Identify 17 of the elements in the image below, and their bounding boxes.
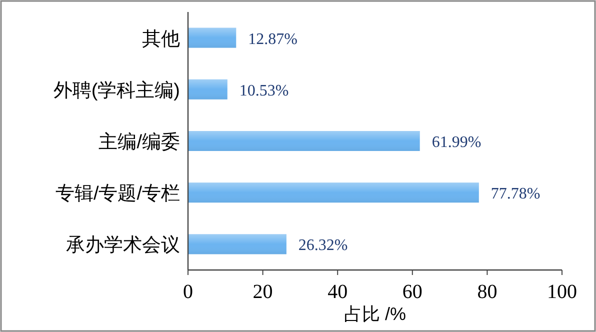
x-tick-label: 0 [183,281,193,303]
x-tick-label: 80 [477,281,498,303]
data-label: 77.78% [490,186,540,203]
y-tick-label: 主编/编委 [98,131,180,153]
data-label: 10.53% [239,82,289,100]
x-tick-label: 100 [547,281,577,303]
x-tick-label: 20 [252,281,273,303]
x-axis-title: 占比 /% [344,304,406,324]
y-tick-label: 外聘(学科主编) [53,79,180,102]
y-tick-label: 专辑/专题/专栏 [55,184,180,205]
data-label: 26.32% [298,237,348,254]
x-tick-label: 40 [328,281,348,303]
x-tick-label: 60 [402,281,422,303]
y-tick-label: 承办学术会议 [66,234,180,256]
data-label: 12.87% [248,30,298,48]
y-tick-label: 其他 [142,28,180,50]
data-label: 61.99% [432,134,482,151]
